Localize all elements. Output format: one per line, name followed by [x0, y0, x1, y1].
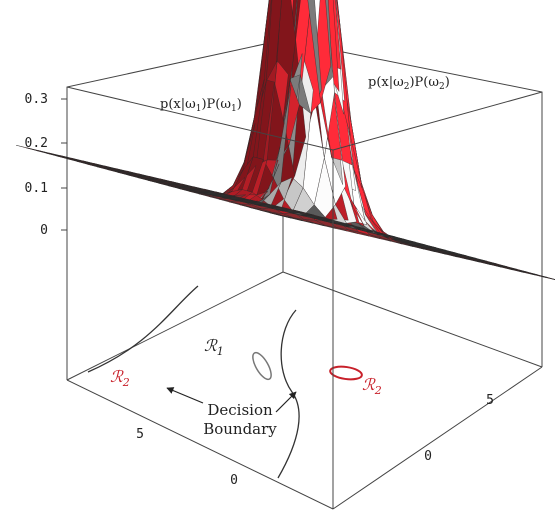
x-axis: 0 5 — [136, 427, 238, 488]
z-tick-label: 0.2 — [25, 136, 48, 151]
class1-density-label: p(x|ω1)P(ω1) — [160, 97, 242, 114]
annotation-line2: Boundary — [203, 420, 277, 438]
z-tick-label: 0.1 — [25, 181, 48, 196]
y-axis: 0 5 — [424, 393, 494, 464]
surface-facet — [15, 145, 38, 151]
decision-boundary-right — [277, 309, 300, 479]
surface-facet — [336, 0, 341, 26]
z-axis: 0 0.1 0.2 0.3 — [25, 92, 67, 238]
x-tick-label: 0 — [230, 473, 238, 488]
annotation-arrow-left — [166, 387, 204, 404]
y-tick-label: 5 — [486, 393, 494, 408]
class2-density-label: p(x|ω2)P(ω2) — [368, 75, 450, 92]
region-r1-label: ℛ1 — [204, 336, 224, 358]
z-tick-label: 0 — [40, 223, 48, 238]
z-tick-label: 0.3 — [25, 92, 48, 107]
annotation-arrow-right — [275, 391, 297, 413]
region-r2-right-label: ℛ2 — [362, 375, 382, 397]
annotation-line1: Decision — [207, 401, 273, 419]
decision-boundary-left — [87, 285, 199, 373]
region-r2-left-label: ℛ2 — [110, 367, 130, 389]
y-tick-label: 0 — [424, 449, 432, 464]
x-tick-label: 5 — [136, 427, 144, 442]
surface-plot — [15, 0, 555, 280]
bounding-box-front — [66, 86, 543, 510]
floor-layer: ℛ1 ℛ2 ℛ2 Decision Boundary — [87, 285, 382, 479]
class1-contour — [252, 351, 272, 381]
class2-contour — [329, 365, 363, 381]
